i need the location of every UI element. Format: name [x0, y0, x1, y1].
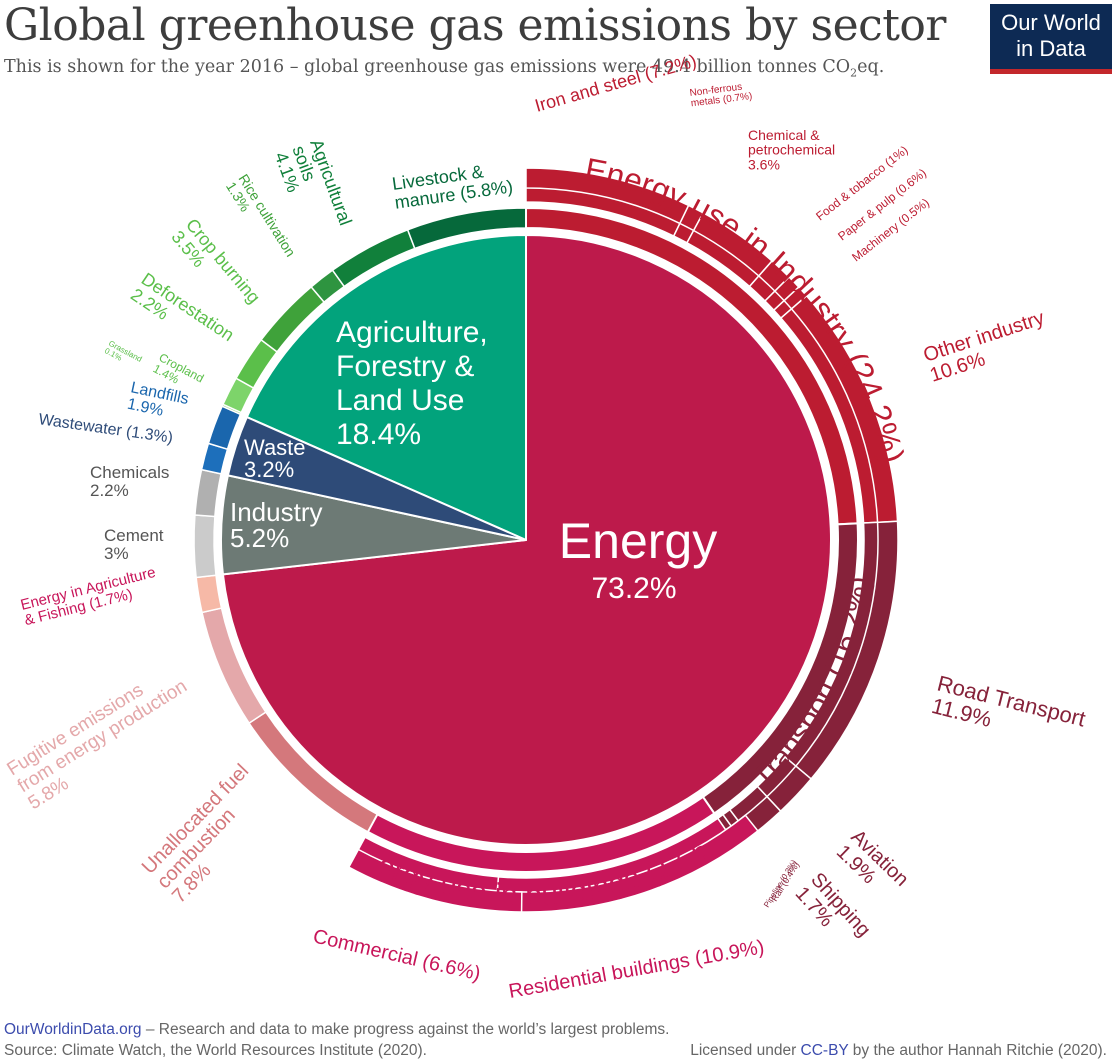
- pie-label-energy: Energy: [559, 513, 717, 569]
- sub-label-chemicals-line: Chemicals: [90, 463, 169, 482]
- pie-label-energy-line: Energy: [559, 513, 717, 569]
- pie-label-agriculture-line: 18.4%: [336, 418, 421, 451]
- footer-license: Licensed under CC-BY by the author Hanna…: [690, 1042, 1107, 1060]
- license-prefix: Licensed under: [690, 1042, 801, 1059]
- sub-label-pipeline-0-3: Pipeline (0.3%): [762, 858, 799, 909]
- pie-label-agriculture-line: Forestry &: [336, 350, 474, 383]
- sub-label-agricultural-line: Agricultural: [306, 137, 356, 228]
- sub-label-fugitive-emissions: Fugitive emissionsfrom energy production…: [4, 659, 202, 814]
- pie-label-industry: Industry 5.2%: [230, 497, 323, 553]
- pie-pct-energy-line: 73.2%: [591, 572, 676, 605]
- group-arc-energy-use-in-buildings: [366, 795, 716, 873]
- ring-segment-cement: [193, 514, 217, 579]
- sub-label-commercial-6-6-line: Commercial (6.6%): [311, 925, 483, 985]
- sub-label-deforestation: Deforestation2.2%: [127, 269, 238, 361]
- sub-label-cement: Cement 3%: [104, 526, 164, 563]
- ring-segment-energy-in-agriculture-and-fishing: [195, 574, 223, 614]
- subtitle-text: This is shown for the year 2016 – global…: [4, 57, 851, 77]
- sub-label-other-industry: Other industry10.6%: [921, 307, 1054, 387]
- footer-tagline: OurWorldinData.org – Research and data t…: [4, 1021, 669, 1039]
- subtitle-subscript: 2: [850, 66, 858, 80]
- sub-label-landfills: Landfills1.9%: [126, 379, 190, 424]
- sub-label-chemical-and-line: 3.6%: [748, 156, 780, 172]
- ring-segment-chemicals: [194, 468, 222, 518]
- sub-label-grassland: Grassland0.1%: [103, 339, 143, 371]
- outer-arc-commercial: [347, 848, 523, 913]
- sub-label-chemicals: Chemicals 2.2%: [90, 463, 169, 500]
- sub-label-fugitive-emissions-line: from energy production: [14, 676, 191, 797]
- logo-line-1: Our World: [1001, 10, 1101, 35]
- sub-label-iron-and-steel-7-2: Iron and steel (7.2%): [533, 51, 699, 116]
- pie-label-agriculture: Agriculture, Forestry & Land Use 18.4%: [336, 316, 488, 451]
- pie-label-waste-line: Waste: [244, 435, 306, 460]
- logo-line-2: in Data: [1016, 36, 1086, 61]
- subtitle-suffix: eq.: [857, 57, 885, 77]
- sub-label-chemical-and: Chemical & petrochemical 3.6%: [748, 127, 835, 172]
- owid-logo[interactable]: Our World in Data: [990, 4, 1112, 74]
- sub-label-residential-buildings-10-9: Residential buildings (10.9%): [507, 936, 766, 1003]
- pie-slice-waste: [226, 415, 527, 541]
- sub-label-road-transport: Road Transport11.9%: [929, 671, 1088, 754]
- pie-label-industry-line: 5.2%: [230, 523, 289, 553]
- sub-label-pipeline-0-3-line: Pipeline (0.3%): [762, 858, 799, 909]
- pie-slice-energy: [221, 233, 832, 846]
- license-link[interactable]: CC-BY: [800, 1042, 849, 1059]
- sub-label-non-ferrous: Non-ferrousmetals (0.7%): [689, 81, 753, 110]
- site-link[interactable]: OurWorldinData.org: [4, 1021, 142, 1038]
- chart-title: Global greenhouse gas emissions by secto…: [4, 0, 946, 51]
- sub-label-energy-in-agriculture: Energy in Agriculture& Fishing (1.7%): [19, 564, 161, 629]
- pie-label-agriculture-line: Land Use: [336, 384, 464, 417]
- sub-label-cement-line: 3%: [104, 544, 129, 563]
- pie-slice-agriculture-forestry-and-land-use: [245, 233, 527, 542]
- pie-label-waste-line: 3.2%: [244, 457, 294, 482]
- sub-label-unallocated-fuel: Unallocated fuelcombustion7.8%: [138, 760, 284, 908]
- pie-pct-energy: 73.2%: [591, 572, 676, 605]
- pie-label-waste: Waste 3.2%: [244, 435, 306, 482]
- sub-label-chemical-and-line: Chemical &: [748, 127, 820, 143]
- sub-label-livestock-and: Livestock &manure (5.8%): [391, 158, 514, 213]
- pie-label-agriculture-line: Agriculture,: [336, 316, 488, 349]
- license-suffix: by the author Hannah Ritchie (2020).: [848, 1042, 1107, 1059]
- sub-label-chemicals-line: 2.2%: [90, 481, 129, 500]
- sub-label-residential-buildings-10-9-line: Residential buildings (10.9%): [507, 936, 766, 1003]
- sub-label-cement-line: Cement: [104, 526, 164, 545]
- footer-source: Source: Climate Watch, the World Resourc…: [4, 1042, 427, 1059]
- sub-label-commercial-6-6: Commercial (6.6%): [311, 925, 483, 985]
- tagline-text: – Research and data to make progress aga…: [141, 1021, 670, 1038]
- sub-label-chemical-and-line: petrochemical: [748, 142, 835, 158]
- pie-label-industry-line: Industry: [230, 497, 323, 527]
- sub-label-iron-and-steel-7-2-line: Iron and steel (7.2%): [533, 51, 699, 116]
- chart-subtitle: This is shown for the year 2016 – global…: [4, 57, 884, 80]
